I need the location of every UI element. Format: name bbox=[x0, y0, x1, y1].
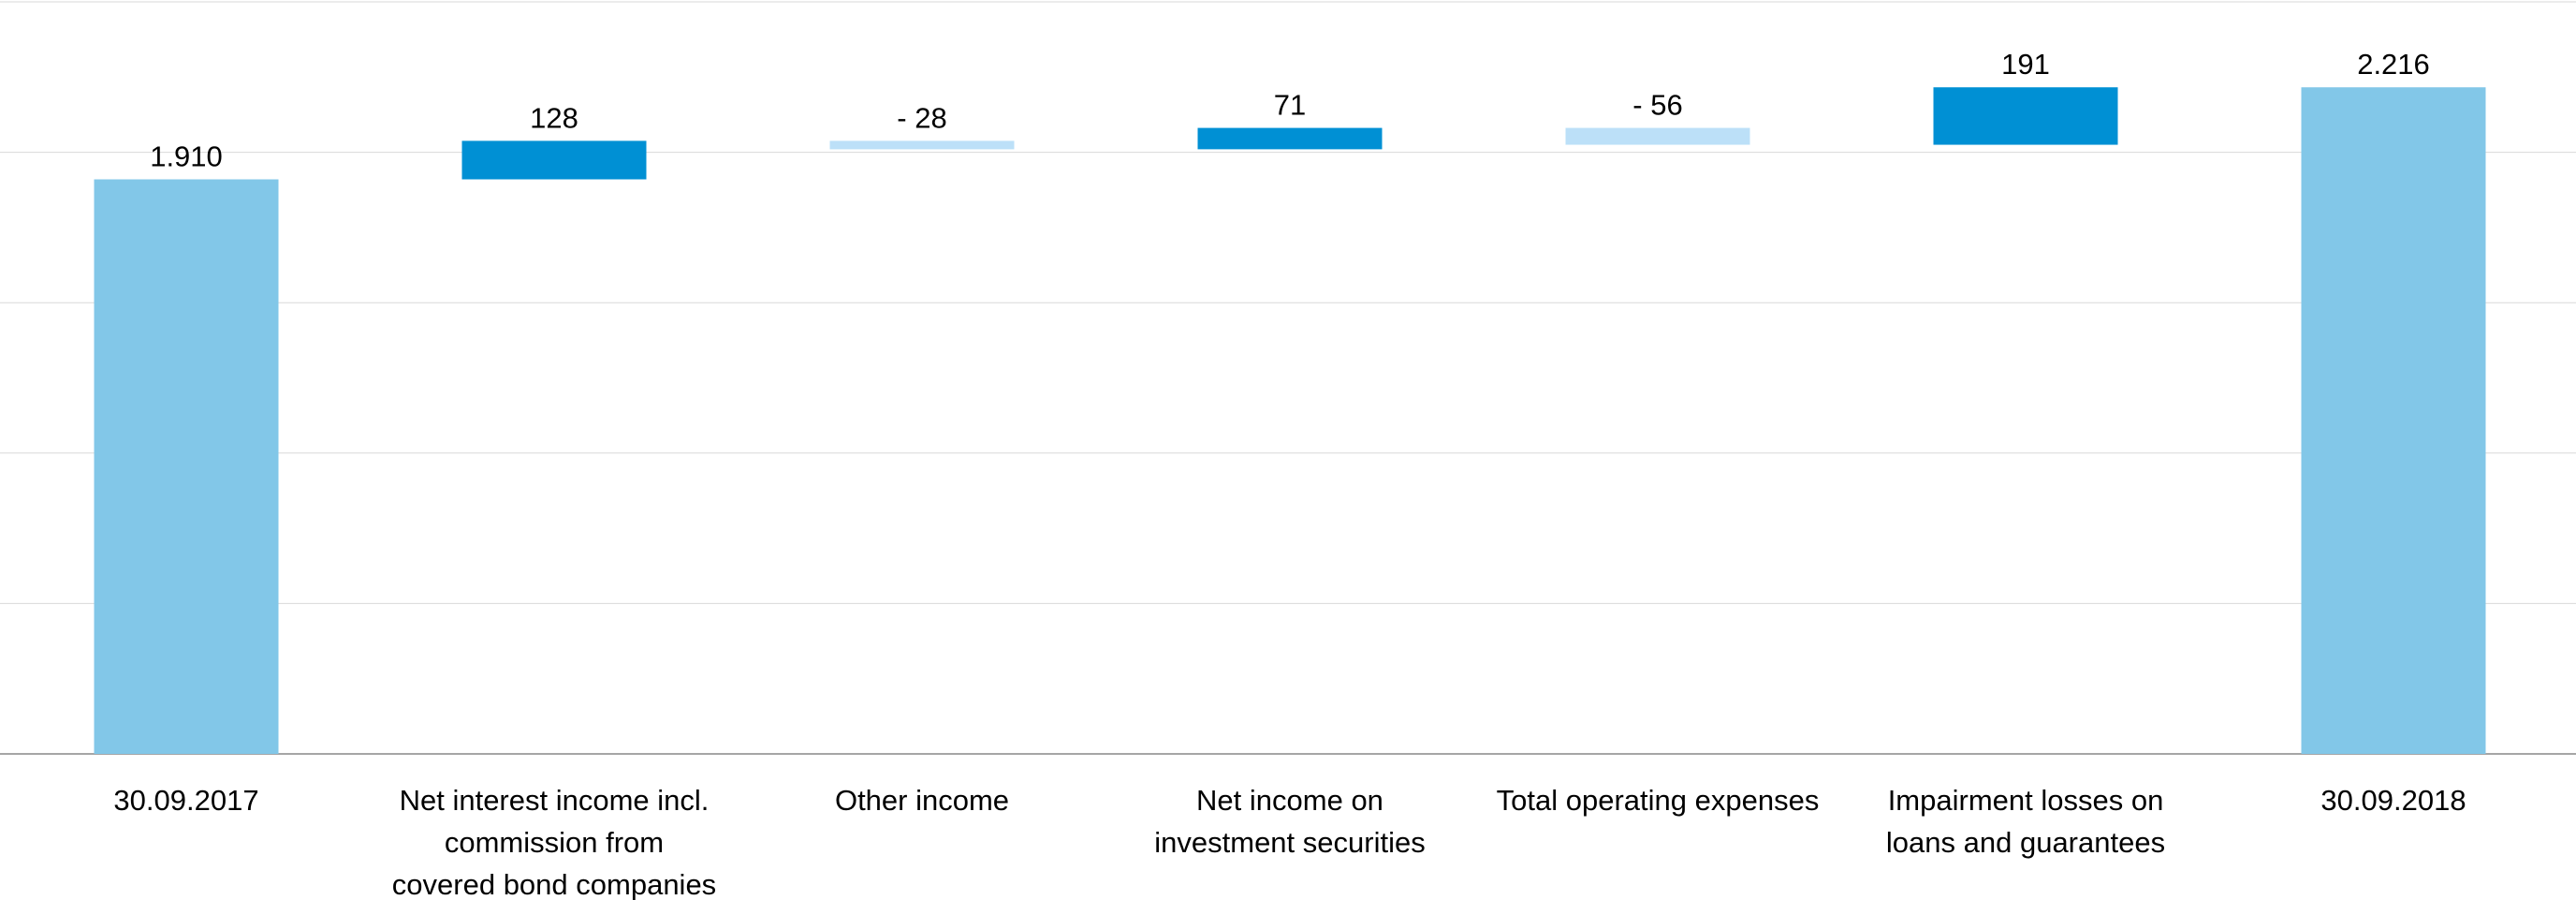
bar-increase bbox=[461, 140, 647, 180]
category-label-line: loans and guarantees bbox=[1886, 826, 2165, 859]
gridlines bbox=[0, 1, 2576, 755]
bar-total bbox=[2301, 87, 2486, 754]
data-label: - 56 bbox=[1632, 89, 1682, 122]
category-label-line: 30.09.2018 bbox=[2320, 784, 2466, 817]
category-label: Impairment losses on loans and guarantees bbox=[1886, 784, 2165, 859]
bar-decrease bbox=[829, 140, 1015, 150]
category-label: Net income on investment securities bbox=[1154, 784, 1425, 859]
category-label-line: commission from bbox=[445, 826, 664, 859]
data-label: 128 bbox=[530, 101, 578, 134]
category-label: 30.09.2018 bbox=[2320, 784, 2466, 817]
category-label-line: Net interest income incl. bbox=[400, 784, 710, 817]
data-labels: 1.910 128 - 28 71 - 56 191 2.216 bbox=[150, 48, 2430, 172]
category-label-line: investment securities bbox=[1154, 826, 1425, 859]
bar-increase bbox=[1933, 87, 2118, 145]
data-label: 71 bbox=[1274, 89, 1306, 122]
category-label: Other income bbox=[835, 784, 1009, 817]
category-label-line: covered bond companies bbox=[392, 868, 716, 900]
bar-increase bbox=[1197, 127, 1383, 150]
category-label: Net interest income incl. commission from… bbox=[392, 784, 716, 900]
bar-total bbox=[94, 179, 279, 754]
category-label-line: Impairment losses on bbox=[1888, 784, 2164, 817]
data-label: - 28 bbox=[897, 101, 946, 134]
category-label: 30.09.2017 bbox=[113, 784, 258, 817]
data-label: 191 bbox=[2001, 48, 2050, 81]
bars bbox=[94, 87, 2486, 754]
data-label: 2.216 bbox=[2357, 48, 2430, 81]
category-label-line: Net income on bbox=[1196, 784, 1383, 817]
category-label-line: Total operating expenses bbox=[1497, 784, 1820, 817]
category-label-line: Other income bbox=[835, 784, 1009, 817]
data-label: 1.910 bbox=[150, 140, 223, 173]
category-label-line: 30.09.2017 bbox=[113, 784, 258, 817]
category-label: Total operating expenses bbox=[1497, 784, 1820, 817]
category-labels: 30.09.2017 Net interest income incl. commi… bbox=[113, 784, 2466, 900]
bar-decrease bbox=[1565, 127, 1750, 145]
